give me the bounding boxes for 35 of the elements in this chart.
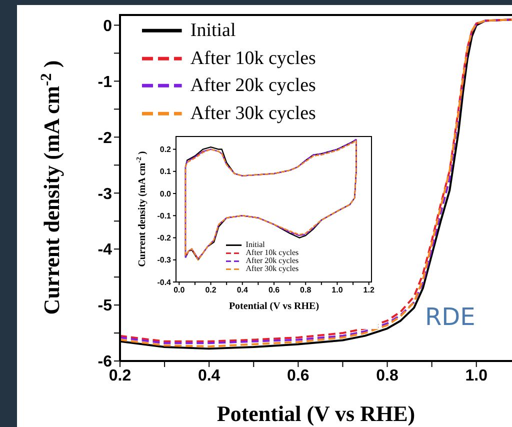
x-tick-label: 1.0 bbox=[332, 286, 344, 295]
legend-label: Initial bbox=[190, 19, 236, 43]
y-tick-label: -2 bbox=[98, 130, 112, 147]
legend-label: After 30k cycles bbox=[190, 102, 316, 126]
x-tick-label: 0.4 bbox=[198, 367, 220, 384]
y-tick-label: -5 bbox=[98, 298, 112, 315]
legend-label: After 20k cycles bbox=[246, 256, 299, 266]
x-tick-label: 0.6 bbox=[287, 367, 310, 384]
annotation: RDE bbox=[425, 303, 476, 331]
legend-label: Initial bbox=[246, 240, 265, 249]
legend-label: After 10k cycles bbox=[190, 46, 316, 71]
x-tick-label: 0.6 bbox=[268, 286, 280, 295]
legend-label: After 30k cycles bbox=[246, 264, 299, 274]
y-tick-label: -0.1 bbox=[157, 211, 172, 220]
y-tick-label: 0.2 bbox=[160, 145, 172, 154]
y-tick-label: 0.1 bbox=[160, 167, 172, 176]
y-tick-label: -0.4 bbox=[157, 278, 172, 287]
x-tick-label: 1.0 bbox=[465, 367, 488, 384]
x-tick-label: 0.0 bbox=[174, 286, 186, 295]
x-tick-label: 0.2 bbox=[205, 286, 217, 295]
y-tick-label: 0 bbox=[103, 18, 112, 35]
x-axis-title: Potential (V vs RHE) bbox=[228, 301, 320, 312]
legend-label: After 10k cycles bbox=[246, 248, 299, 258]
y-tick-label: -0.3 bbox=[157, 256, 172, 265]
y-tick-label: -4 bbox=[98, 242, 112, 259]
y-tick-label: 0.0 bbox=[160, 189, 172, 198]
y-tick-label: -3 bbox=[98, 186, 112, 203]
legend-label: After 20k cycles bbox=[190, 74, 316, 98]
x-axis-title: Potential (V vs RHE) bbox=[216, 401, 416, 426]
x-tick-label: 0.4 bbox=[236, 286, 248, 295]
x-tick-label: 0.8 bbox=[376, 367, 398, 384]
x-tick-label: 0.8 bbox=[300, 286, 312, 295]
y-tick-label: -0.2 bbox=[157, 234, 172, 243]
y-tick-label: -1 bbox=[98, 74, 112, 91]
x-tick-label: 1.2 bbox=[363, 286, 375, 295]
